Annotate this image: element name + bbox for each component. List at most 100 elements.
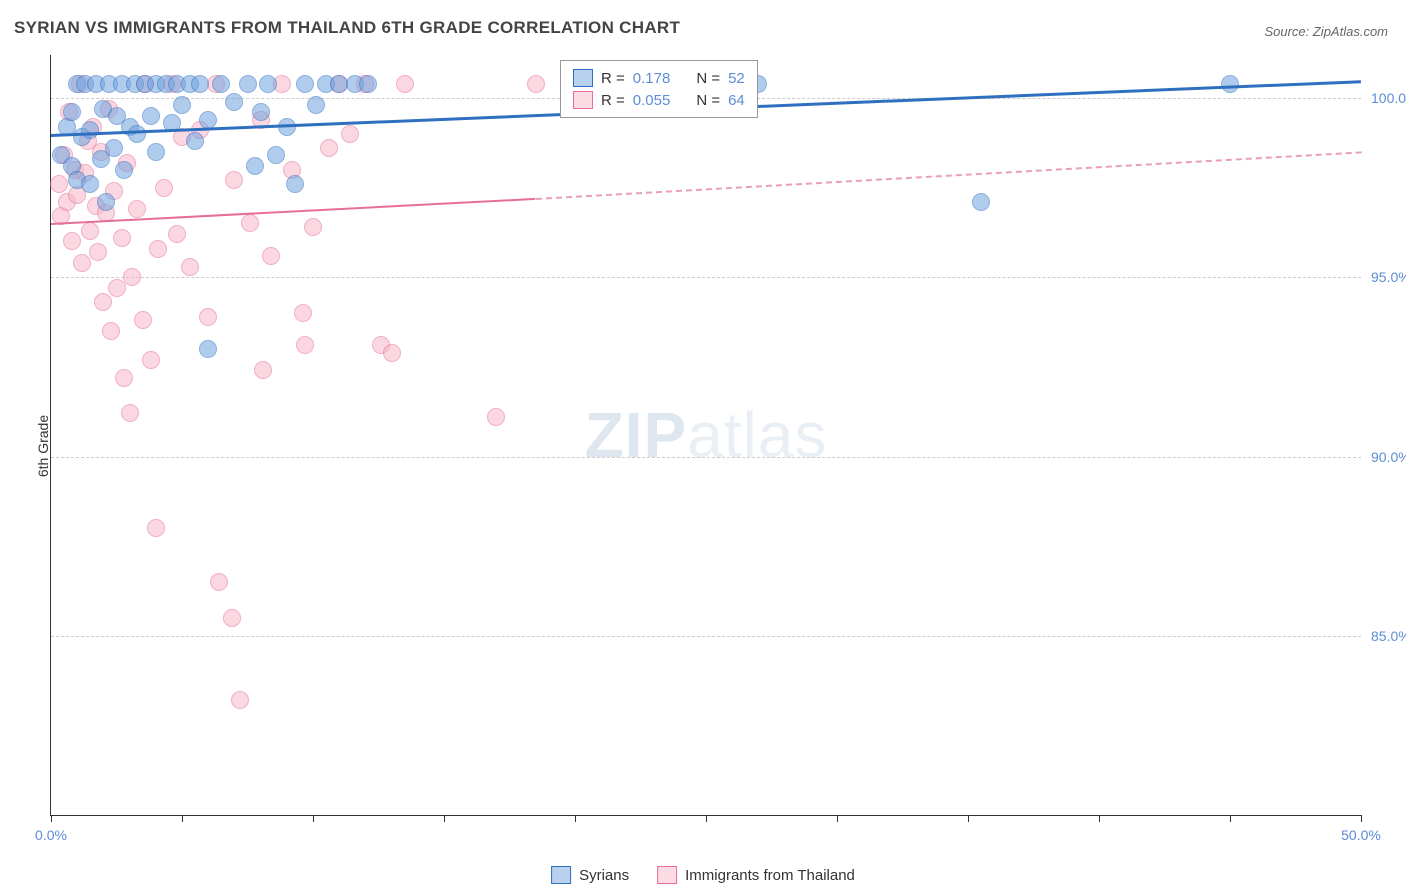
scatter-point	[121, 404, 139, 422]
x-tick	[182, 815, 183, 822]
x-tick	[706, 815, 707, 822]
scatter-point	[63, 103, 81, 121]
scatter-point	[307, 96, 325, 114]
y-tick-label: 95.0%	[1371, 269, 1406, 285]
scatter-point	[115, 369, 133, 387]
scatter-point	[267, 146, 285, 164]
scatter-point	[155, 179, 173, 197]
x-tick	[575, 815, 576, 822]
legend-swatch	[573, 91, 593, 109]
legend-item: Immigrants from Thailand	[657, 866, 855, 884]
scatter-point	[147, 519, 165, 537]
scatter-point	[142, 107, 160, 125]
scatter-point	[81, 222, 99, 240]
scatter-point	[105, 139, 123, 157]
legend-item: Syrians	[551, 866, 629, 884]
scatter-point	[296, 336, 314, 354]
scatter-point	[94, 293, 112, 311]
scatter-point	[239, 75, 257, 93]
series-legend: Syrians Immigrants from Thailand	[551, 866, 855, 884]
scatter-point	[320, 139, 338, 157]
scatter-point	[296, 75, 314, 93]
legend-label: Syrians	[579, 867, 629, 884]
watermark-bold: ZIP	[585, 399, 688, 471]
legend-r-value: 0.178	[633, 70, 671, 87]
scatter-point	[259, 75, 277, 93]
legend-r-label: R =	[601, 92, 625, 109]
scatter-point	[134, 311, 152, 329]
x-tick	[1230, 815, 1231, 822]
scatter-point	[102, 322, 120, 340]
scatter-point	[252, 103, 270, 121]
scatter-point	[487, 408, 505, 426]
scatter-point	[199, 111, 217, 129]
scatter-point	[225, 171, 243, 189]
x-tick	[444, 815, 445, 822]
scatter-point	[191, 75, 209, 93]
legend-r-label: R =	[601, 70, 625, 87]
x-tick-label: 50.0%	[1341, 827, 1381, 843]
gridline-h	[51, 457, 1361, 458]
scatter-point	[241, 214, 259, 232]
scatter-point	[246, 157, 264, 175]
watermark: ZIPatlas	[585, 398, 828, 472]
scatter-point	[225, 93, 243, 111]
scatter-point	[294, 304, 312, 322]
x-tick	[968, 815, 969, 822]
scatter-point	[128, 200, 146, 218]
scatter-point	[231, 691, 249, 709]
gridline-h	[51, 636, 1361, 637]
legend-label: Immigrants from Thailand	[685, 867, 855, 884]
y-tick-label: 100.0%	[1371, 90, 1406, 106]
scatter-point	[173, 96, 191, 114]
legend-row: R = 0.055 N = 64	[573, 89, 745, 111]
scatter-point	[168, 225, 186, 243]
scatter-point	[304, 218, 322, 236]
trend-line	[51, 198, 536, 225]
legend-r-value: 0.055	[633, 92, 671, 109]
legend-swatch	[657, 866, 677, 884]
scatter-point	[199, 308, 217, 326]
x-tick	[837, 815, 838, 822]
legend-n-label: N =	[696, 92, 720, 109]
legend-row: R = 0.178 N = 52	[573, 67, 745, 89]
x-tick	[1361, 815, 1362, 822]
x-tick	[51, 815, 52, 822]
scatter-point	[128, 125, 146, 143]
scatter-point	[50, 175, 68, 193]
y-axis-label: 6th Grade	[35, 415, 51, 477]
scatter-point	[262, 247, 280, 265]
scatter-point	[199, 340, 217, 358]
scatter-point	[181, 258, 199, 276]
plot-area: ZIPatlas 85.0%90.0%95.0%100.0%0.0%50.0%	[50, 55, 1361, 816]
scatter-point	[73, 254, 91, 272]
scatter-point	[383, 344, 401, 362]
scatter-point	[527, 75, 545, 93]
scatter-point	[186, 132, 204, 150]
x-tick	[313, 815, 314, 822]
chart-title: SYRIAN VS IMMIGRANTS FROM THAILAND 6TH G…	[14, 18, 680, 38]
scatter-point	[63, 232, 81, 250]
legend-swatch	[551, 866, 571, 884]
legend-n-value: 52	[728, 70, 745, 87]
scatter-point	[286, 175, 304, 193]
scatter-point	[115, 161, 133, 179]
scatter-point	[147, 143, 165, 161]
scatter-point	[359, 75, 377, 93]
chart-container: SYRIAN VS IMMIGRANTS FROM THAILAND 6TH G…	[0, 0, 1406, 892]
scatter-point	[972, 193, 990, 211]
scatter-point	[123, 268, 141, 286]
scatter-point	[149, 240, 167, 258]
trend-line	[536, 152, 1361, 201]
y-tick-label: 85.0%	[1371, 628, 1406, 644]
source-attribution: Source: ZipAtlas.com	[1264, 24, 1388, 39]
watermark-light: atlas	[687, 399, 827, 471]
legend-n-label: N =	[696, 70, 720, 87]
scatter-point	[81, 175, 99, 193]
legend-n-value: 64	[728, 92, 745, 109]
scatter-point	[142, 351, 160, 369]
stats-legend: R = 0.178 N = 52 R = 0.055 N = 64	[560, 60, 758, 118]
y-tick-label: 90.0%	[1371, 449, 1406, 465]
scatter-point	[108, 279, 126, 297]
scatter-point	[210, 573, 228, 591]
